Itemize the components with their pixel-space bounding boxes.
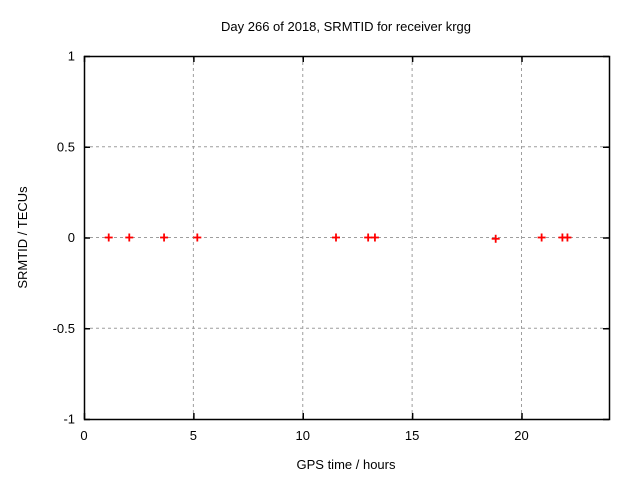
x-axis-label: GPS time / hours — [297, 457, 396, 472]
data-point-plus-marker — [104, 233, 113, 242]
y-tick-label: 0 — [68, 230, 75, 245]
axes — [83, 55, 611, 421]
tick-labels: 0 5 10 15 20 1 0.5 0 -0.5 -1 — [53, 49, 529, 444]
data-points — [104, 233, 572, 243]
data-point-plus-marker — [491, 234, 500, 243]
x-tick-label: 15 — [405, 428, 419, 443]
data-point-plus-marker — [537, 233, 546, 242]
data-point-plus-marker — [160, 233, 169, 242]
x-tick-label: 20 — [514, 428, 528, 443]
x-tick-label: 5 — [190, 428, 197, 443]
chart-title: Day 266 of 2018, SRMTID for receiver krg… — [221, 19, 471, 34]
y-tick-label: 0.5 — [57, 139, 75, 154]
data-point-plus-marker — [370, 233, 379, 242]
data-point-plus-marker — [563, 233, 572, 242]
data-point-plus-marker — [125, 233, 134, 242]
x-tick-label: 0 — [80, 428, 87, 443]
y-axis-label: SRMTID / TECUs — [15, 186, 30, 289]
y-tick-label: -0.5 — [53, 321, 75, 336]
x-tick-label: 10 — [296, 428, 310, 443]
y-tick-label: -1 — [63, 412, 75, 427]
data-point-plus-marker — [364, 233, 373, 242]
data-point-plus-marker — [332, 233, 340, 242]
data-point-plus-marker — [193, 233, 202, 242]
y-tick-label: 1 — [68, 49, 75, 64]
